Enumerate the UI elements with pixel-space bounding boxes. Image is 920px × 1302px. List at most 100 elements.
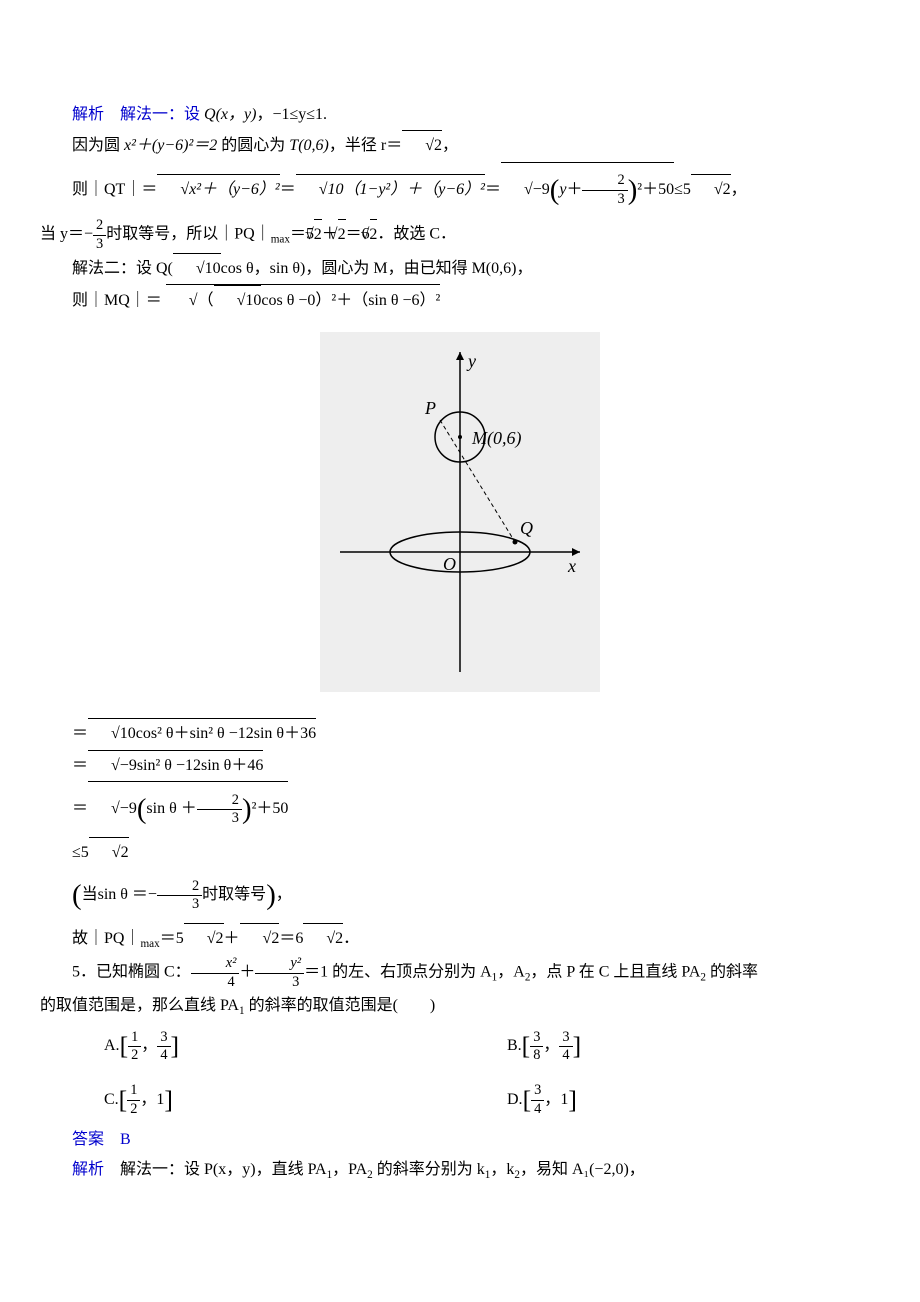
t: ，PA: [332, 1161, 367, 1178]
t: 故｜PQ｜: [72, 930, 140, 947]
choice-b: B.[38，34]: [507, 1022, 880, 1071]
den: 3: [582, 191, 627, 208]
rbracket: ]: [164, 1085, 173, 1114]
n: 3: [530, 1029, 543, 1047]
rbracket: ]: [573, 1031, 582, 1060]
t: 答案: [72, 1131, 120, 1148]
label-p: P: [424, 398, 436, 418]
num: 2: [93, 217, 106, 235]
lbracket: [: [522, 1031, 531, 1060]
label: C.: [104, 1091, 119, 1108]
n: 3: [157, 1029, 170, 1047]
sqrt: 2: [89, 837, 129, 868]
txt: 当 y＝−: [40, 226, 93, 243]
txt: ．故选 C．: [377, 226, 456, 243]
point-q: [513, 539, 518, 544]
frac: 34: [531, 1082, 544, 1118]
num: 2: [197, 792, 242, 810]
q5-stem: 5．已知椭圆 C：x²4＋y²3＝1 的左、右顶点分别为 A1，A2，点 P 在…: [40, 955, 880, 991]
t: −9: [120, 800, 137, 817]
sqrt: x²＋（y−6）²: [157, 174, 279, 205]
rparen: ): [242, 793, 252, 825]
rparen: ): [266, 879, 276, 911]
point-m: [458, 435, 462, 439]
sqrt: 2: [691, 174, 731, 205]
d: 8: [530, 1047, 543, 1064]
t: 当sin θ ＝−: [82, 886, 157, 903]
label-q: Q: [520, 518, 533, 538]
t: 5．已知椭圆 C：: [72, 964, 191, 981]
txt: 时取等号，所以｜PQ｜: [106, 226, 270, 243]
frac: 34: [157, 1029, 170, 1065]
solution1-line1: 解析 解法一：设 Q(x，y)，−1≤y≤1.: [40, 100, 880, 130]
t: ≤5: [72, 844, 89, 861]
t: （: [198, 292, 214, 309]
label: B.: [507, 1037, 522, 1054]
solution1-line2: 因为圆 x²＋(y−6)²＝2 的圆心为 T(0,6)，半径 r＝2，: [40, 130, 880, 161]
t: 的斜率分别为 k: [373, 1161, 485, 1178]
calc-l3: ＝−9(sin θ ＋23)²＋50: [40, 781, 880, 837]
frac: 38: [530, 1029, 543, 1065]
calc-l5: (当sin θ ＝−23时取等号)，: [40, 868, 880, 923]
choice-a: A.[12，34]: [104, 1022, 477, 1071]
lparen: (: [137, 793, 147, 825]
txt: ≤5: [674, 181, 691, 198]
sol-prefix: 解析: [72, 1161, 120, 1178]
solution1-line4: 当 y＝−23时取等号，所以｜PQ｜max＝52＋2＝62．故选 C．: [40, 217, 880, 253]
d: 2: [127, 1101, 140, 1118]
sqrt: 10cos² θ＋sin² θ −12sin θ＋36: [88, 718, 316, 749]
label-x: x: [567, 556, 576, 576]
num: x²: [191, 955, 240, 973]
sqrt-expr: （10cos θ −0）²＋（sin θ −6）²: [166, 284, 441, 316]
t: ．: [343, 930, 359, 947]
sqrt: 2: [184, 923, 224, 954]
point-t: T(0,6): [289, 137, 329, 154]
eq: x²＋(y−6)²＝2: [124, 137, 217, 154]
frac: x²4: [191, 955, 240, 991]
rbracket: ]: [171, 1031, 180, 1060]
t: ＝1 的左、右顶点分别为 A: [304, 964, 492, 981]
q5-solution: 解析 解法一：设 P(x，y)，直线 PA1，PA2 的斜率分别为 k1，k2，…: [40, 1155, 880, 1186]
sol1-q: Q(x，y): [204, 106, 256, 123]
t: ，A: [497, 964, 525, 981]
txt: 因为圆: [72, 137, 124, 154]
sqrt: 2: [338, 219, 346, 250]
rbracket: ]: [568, 1085, 577, 1114]
solution1-line3: 则｜QT｜＝x²＋（y−6）²＝10（1−y²）＋（y−6）²＝−9(y＋23)…: [40, 162, 880, 218]
txt: ，圆心为 M，由已知得 M(0,6)，: [305, 260, 532, 277]
solution2-line1: 解法二：设 Q(10cos θ，sin θ)，圆心为 M，由已知得 M(0,6)…: [40, 253, 880, 284]
sol1-range: ，−1≤y≤1.: [256, 106, 327, 123]
t: ²＋50: [637, 181, 674, 198]
t: ，易知 A₁(−2,0)，: [520, 1161, 645, 1178]
t: 的取值范围是，那么直线 PA: [40, 997, 239, 1014]
txt: 则｜MQ｜＝: [72, 292, 166, 309]
diagram-container: y x O P M(0,6) Q: [40, 332, 880, 703]
sqrt: −9sin² θ −12sin θ＋46: [88, 750, 263, 781]
t: ＝6: [279, 930, 303, 947]
sqrt-inner: 10: [214, 285, 262, 316]
sub: max: [271, 234, 290, 246]
t: ＝5: [160, 930, 184, 947]
sqrt: 2: [314, 219, 322, 250]
calc-l1: ＝10cos² θ＋sin² θ −12sin θ＋36: [40, 718, 880, 749]
txt: ，: [442, 137, 458, 154]
frac: 23: [582, 172, 627, 208]
q5-answer: 答案 B: [40, 1125, 880, 1155]
lparen: (: [550, 174, 560, 206]
frac: y²3: [255, 955, 304, 991]
den: 3: [255, 974, 304, 991]
den: 3: [93, 236, 106, 253]
solution2-line2: 则｜MQ｜＝ （10cos θ −0）²＋（sin θ −6）²: [40, 284, 880, 316]
y-var: y: [559, 181, 566, 198]
t: 的斜率: [706, 964, 758, 981]
sqrt: 10: [173, 253, 221, 284]
label-y: y: [466, 351, 476, 371]
t: 的斜率的取值范围是( ): [245, 997, 436, 1014]
lbracket: [: [120, 1031, 129, 1060]
frac: 23: [157, 878, 202, 914]
lbracket: [: [523, 1085, 532, 1114]
txt: 的圆心为: [217, 137, 289, 154]
den: 3: [157, 896, 202, 913]
lbracket: [: [119, 1085, 128, 1114]
label-m: M(0,6): [471, 428, 521, 449]
